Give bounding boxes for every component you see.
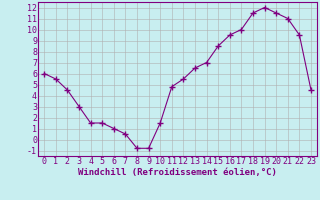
X-axis label: Windchill (Refroidissement éolien,°C): Windchill (Refroidissement éolien,°C) [78,168,277,177]
